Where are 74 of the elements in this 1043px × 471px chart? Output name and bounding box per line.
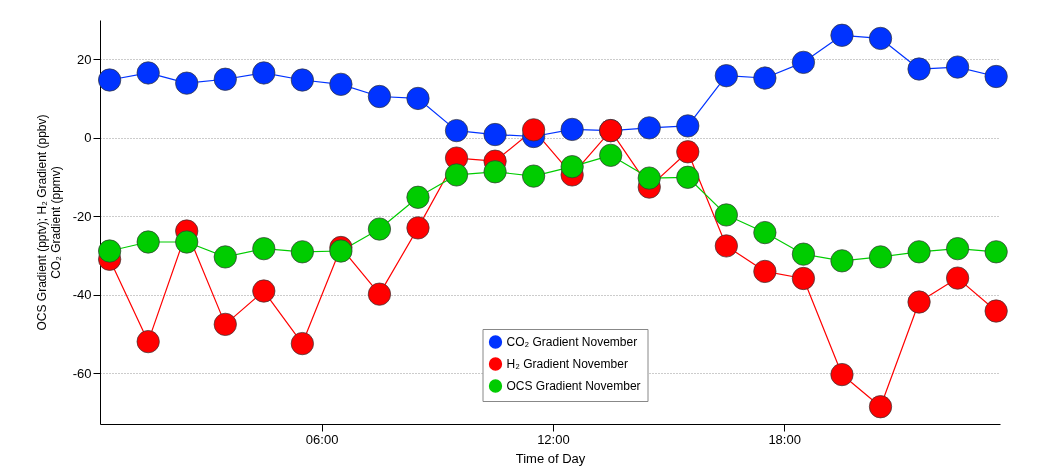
- point: [445, 163, 469, 187]
- point: [329, 72, 353, 96]
- point: [714, 234, 738, 258]
- point: [367, 217, 391, 241]
- point: [560, 117, 584, 141]
- point: [367, 282, 391, 306]
- point: [213, 312, 237, 336]
- point: [907, 240, 931, 264]
- point: [676, 165, 700, 189]
- point: [984, 299, 1008, 323]
- point: [791, 50, 815, 74]
- point: [213, 67, 237, 91]
- x-tick-label: 18:00: [768, 431, 801, 447]
- point: [175, 71, 199, 95]
- point: [213, 245, 237, 269]
- point: [522, 164, 546, 188]
- y-tick-label: -60: [72, 365, 92, 381]
- point: [753, 259, 777, 283]
- point: [483, 160, 507, 184]
- point: [136, 230, 160, 254]
- legend-label: H₂ Gradient November: [506, 357, 628, 371]
- point: [676, 140, 700, 164]
- legend-label: CO₂ Gradient November: [506, 335, 638, 349]
- point: [753, 66, 777, 90]
- point: [290, 240, 314, 264]
- point: [984, 64, 1008, 88]
- point: [753, 221, 777, 245]
- y-tick-label: -20: [72, 208, 92, 224]
- point: [136, 61, 160, 85]
- point: [252, 61, 276, 85]
- point: [868, 26, 893, 50]
- point: [367, 84, 391, 108]
- point: [907, 290, 931, 314]
- point: [136, 330, 160, 354]
- x-axis-title: Time of Day: [515, 450, 586, 466]
- y-axis-title: OCS Gradient (pptv); H₂ Gradient (ppbv) CO₂ Gradient (ppmv): [34, 114, 63, 331]
- point: [984, 240, 1008, 264]
- point: [791, 266, 815, 290]
- point: [868, 395, 893, 419]
- point: [406, 86, 430, 110]
- point: [830, 363, 854, 387]
- point: [907, 57, 931, 81]
- point: [946, 237, 970, 261]
- point: [252, 237, 276, 261]
- point: [445, 119, 469, 143]
- y-tick-label: 0: [84, 130, 92, 146]
- point: [98, 239, 122, 263]
- legend-label: OCS Gradient November: [506, 379, 641, 393]
- point: [560, 155, 584, 179]
- point: [830, 249, 854, 273]
- x-tick-label: 06:00: [305, 431, 339, 447]
- point: [175, 230, 199, 254]
- point: [714, 64, 738, 88]
- point: [868, 245, 893, 269]
- point: [637, 116, 661, 140]
- point: [522, 118, 546, 142]
- x-tick-label: 12:00: [537, 431, 570, 447]
- point: [483, 123, 507, 147]
- y-tick-label: -40: [72, 287, 92, 303]
- point: [406, 216, 430, 240]
- point: [252, 279, 276, 303]
- point: [714, 203, 738, 227]
- point: [830, 23, 854, 47]
- point: [946, 55, 970, 79]
- point: [637, 166, 661, 190]
- point: [290, 332, 314, 356]
- point: [98, 68, 122, 92]
- point: [599, 143, 623, 167]
- point: [290, 68, 314, 92]
- point: [946, 266, 970, 290]
- point: [676, 114, 700, 138]
- point: [406, 185, 430, 209]
- y-tick-label: 20: [77, 51, 92, 67]
- point: [791, 242, 815, 266]
